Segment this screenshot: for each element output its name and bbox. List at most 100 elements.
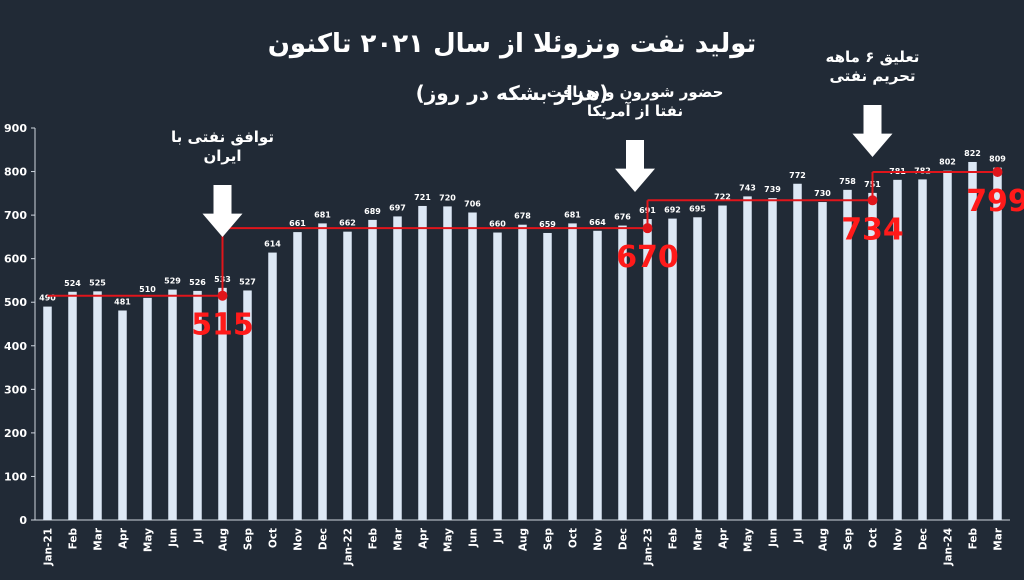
step-level-label: 515 xyxy=(191,308,254,343)
x-tick-label: Aug xyxy=(218,528,230,551)
data-label: 782 xyxy=(914,166,931,175)
bar xyxy=(493,233,502,520)
y-tick-label: 400 xyxy=(4,340,27,353)
down-arrow-icon xyxy=(615,140,655,192)
x-tick-label: Nov xyxy=(893,528,905,551)
data-label: 661 xyxy=(289,219,306,228)
step-line-marker xyxy=(993,167,1003,177)
bar xyxy=(43,307,52,520)
data-label: 809 xyxy=(989,155,1006,164)
data-label: 662 xyxy=(339,219,356,228)
x-tick-label: Mar xyxy=(393,527,405,551)
data-label: 739 xyxy=(764,185,781,194)
x-tick-label: May xyxy=(143,528,155,552)
x-tick-label: Apr xyxy=(418,527,430,549)
data-label: 695 xyxy=(689,204,706,213)
annotation-text: ایران xyxy=(203,147,241,165)
data-label: 802 xyxy=(939,158,956,167)
bar xyxy=(818,202,827,520)
data-label: 772 xyxy=(789,171,806,180)
x-tick-label: Jan-23 xyxy=(643,528,655,566)
annotation-text: تعلیق ۶ ماهه xyxy=(826,48,920,66)
bar xyxy=(718,206,727,520)
data-label: 692 xyxy=(664,206,681,215)
data-label: 706 xyxy=(464,199,481,208)
annotation-text: توافق نفتی با xyxy=(171,128,274,146)
data-label: 678 xyxy=(514,212,531,221)
bar xyxy=(743,196,752,520)
bar xyxy=(993,168,1002,520)
x-tick-label: Feb xyxy=(368,528,380,550)
step-level-label: 799 xyxy=(966,184,1024,219)
bar xyxy=(143,298,152,520)
bar xyxy=(593,231,602,520)
x-tick-label: Aug xyxy=(818,528,830,551)
data-label: 681 xyxy=(564,210,581,219)
down-arrow-icon xyxy=(853,105,893,157)
data-label: 689 xyxy=(364,207,381,216)
bar xyxy=(343,232,352,520)
bar xyxy=(543,233,552,520)
bar xyxy=(268,253,277,520)
annotation-text: حضور شورون و دریافت xyxy=(547,83,724,101)
x-tick-label: Oct xyxy=(568,528,580,548)
x-tick-label: Apr xyxy=(118,527,130,549)
x-tick-label: Dec xyxy=(318,528,330,550)
data-label: 720 xyxy=(439,193,456,202)
x-tick-label: Mar xyxy=(693,527,705,551)
y-tick-label: 700 xyxy=(4,209,27,222)
bar xyxy=(393,216,402,520)
data-label: 758 xyxy=(839,177,856,186)
bar xyxy=(368,220,377,520)
x-tick-label: Jul xyxy=(793,528,805,544)
data-label: 529 xyxy=(164,277,181,286)
bar xyxy=(293,232,302,520)
x-tick-label: Nov xyxy=(593,528,605,551)
bar xyxy=(918,179,927,520)
data-label: 525 xyxy=(89,278,106,287)
chart-title: تولید نفت ونزوئلا از سال ۲۰۲۱ تاکنون xyxy=(268,29,757,59)
y-tick-label: 300 xyxy=(4,383,27,396)
bar xyxy=(768,198,777,520)
data-label: 664 xyxy=(589,218,606,227)
x-tick-label: Feb xyxy=(68,528,80,550)
data-label: 697 xyxy=(389,203,406,212)
y-tick-label: 100 xyxy=(4,470,27,483)
x-tick-label: Jan-22 xyxy=(343,528,355,566)
annotation-text: تحریم نفتی xyxy=(829,67,915,85)
x-tick-label: Jul xyxy=(193,528,205,544)
x-tick-label: Sep xyxy=(543,528,555,551)
x-tick-label: Dec xyxy=(618,528,630,550)
data-label: 527 xyxy=(239,277,256,286)
y-tick-label: 200 xyxy=(4,427,27,440)
x-tick-label: Mar xyxy=(993,527,1005,551)
y-tick-label: 500 xyxy=(4,296,27,309)
data-label: 743 xyxy=(739,183,756,192)
x-tick-label: May xyxy=(743,528,755,552)
bar xyxy=(168,290,177,520)
x-tick-label: Sep xyxy=(243,528,255,551)
data-label: 681 xyxy=(314,210,331,219)
bar xyxy=(943,171,952,520)
y-tick-label: 600 xyxy=(4,253,27,266)
data-label: 526 xyxy=(189,278,206,287)
x-tick-label: Oct xyxy=(868,528,880,548)
data-label: 721 xyxy=(414,193,431,202)
data-label: 614 xyxy=(264,240,281,249)
bar xyxy=(93,291,102,520)
annotation-text: نفتا از آمریکا xyxy=(587,102,683,120)
bar xyxy=(568,223,577,520)
bar xyxy=(518,225,527,520)
x-tick-label: Feb xyxy=(668,528,680,550)
data-label: 676 xyxy=(614,213,631,222)
x-tick-label: Mar xyxy=(93,527,105,551)
data-label: 510 xyxy=(139,285,156,294)
x-tick-label: Jan-24 xyxy=(943,528,955,566)
bar xyxy=(418,206,427,520)
x-tick-label: Jun xyxy=(168,528,180,548)
